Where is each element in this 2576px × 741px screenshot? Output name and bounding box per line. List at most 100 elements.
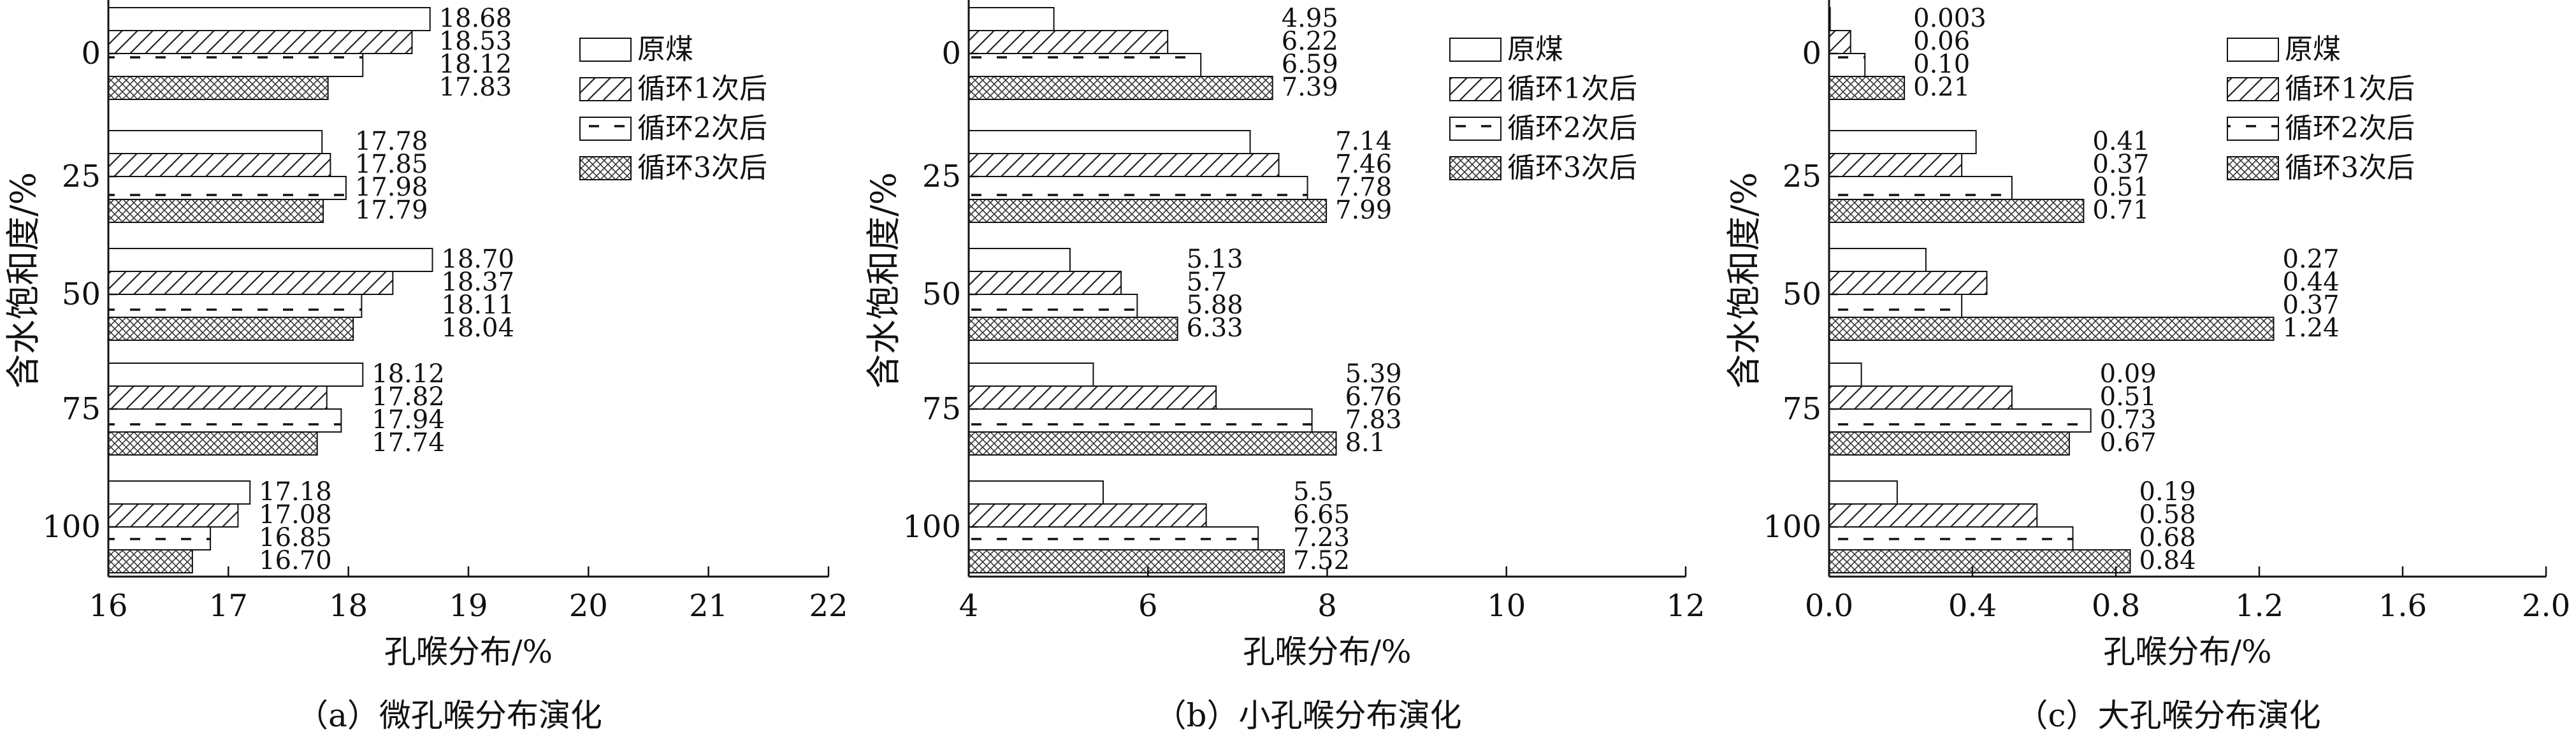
bar-3-c1-s2 [1828, 176, 2013, 200]
data-label-2-c1-s2: 7.78 [1335, 173, 1392, 202]
legend-swatch-3-0 [2227, 38, 2279, 62]
y-tick-label-3-1: 25 [1783, 159, 1821, 194]
data-label-1-c3-s2: 17.94 [372, 405, 445, 435]
bar-3-c3-s0 [1828, 363, 1862, 387]
legend-swatch-2-1 [1449, 77, 1501, 101]
bar-3-c4-s3 [1828, 549, 2131, 573]
data-label-1-c4-s2: 16.85 [259, 523, 332, 552]
x-tick-label-3-2: 0.8 [2092, 588, 2140, 624]
bar-2-c4-s1 [968, 503, 1207, 528]
data-label-2-c4-s1: 6.65 [1293, 500, 1350, 529]
data-label-2-c3-s2: 7.83 [1345, 405, 1402, 435]
bar-3-c2-s3 [1828, 317, 2275, 341]
legend-label-1-3: 循环3次后 [637, 152, 767, 184]
panel-caption-2: （b）小孔喉分布演化 [1154, 697, 1461, 734]
x-tick-label-1-2: 18 [329, 588, 368, 624]
bar-2-c4-s3 [968, 549, 1285, 573]
bar-2-c1-s2 [968, 176, 1308, 200]
y-tick-label-1-2: 50 [62, 277, 101, 312]
bar-1-c2-s3 [108, 317, 354, 341]
data-label-2-c1-s3: 7.99 [1335, 196, 1392, 225]
bar-3-c4-s2 [1828, 526, 2074, 550]
bar-2-c0-s0 [968, 7, 1055, 31]
data-label-3-c4-s1: 0.58 [2139, 500, 2196, 529]
legend-label-2-0: 原煤 [1507, 33, 1563, 66]
bar-2-c3-s2 [968, 408, 1313, 433]
data-label-3-c2-s3: 1.24 [2283, 313, 2340, 343]
data-label-3-c3-s3: 0.67 [2100, 428, 2157, 457]
data-label-3-c1-s3: 0.71 [2092, 196, 2149, 225]
y-tick-label-2-0: 0 [941, 36, 961, 71]
legend-swatch-2-0 [1449, 38, 1501, 62]
bar-1-c1-s1 [108, 153, 331, 177]
data-label-3-c3-s2: 0.73 [2100, 405, 2157, 435]
bar-3-c1-s1 [1828, 153, 1963, 177]
y-tick-label-1-0: 0 [81, 36, 101, 71]
data-label-2-c2-s2: 5.88 [1187, 291, 1243, 320]
y-axis-label-1: 含水饱和度/% [3, 172, 43, 389]
y-tick-label-1-1: 25 [62, 159, 101, 194]
x-tick-label-2-0: 4 [959, 588, 979, 624]
x-tick-label-1-3: 19 [449, 588, 488, 624]
data-label-2-c3-s3: 8.1 [1345, 428, 1386, 457]
legend-label-3-3: 循环3次后 [2285, 152, 2415, 184]
bar-1-c2-s0 [108, 248, 433, 272]
bar-3-c4-s1 [1828, 503, 2038, 528]
data-label-2-c2-s0: 5.13 [1187, 245, 1243, 274]
bar-1-c0-s1 [108, 30, 413, 54]
bar-1-c0-s2 [108, 53, 364, 77]
bar-2-c3-s3 [968, 431, 1337, 456]
bar-1-c3-s1 [108, 385, 328, 410]
data-label-2-c2-s3: 6.33 [1187, 313, 1243, 343]
bar-3-c0-s1 [1828, 30, 1851, 54]
bar-1-c2-s1 [108, 271, 394, 295]
y-tick-label-3-3: 75 [1783, 391, 1821, 427]
bar-1-c4-s1 [108, 503, 239, 528]
bar-3-c0-s2 [1828, 53, 1866, 77]
bar-2-c1-s1 [968, 153, 1280, 177]
bar-2-c2-s3 [968, 317, 1178, 341]
data-label-3-c0-s3: 0.21 [1913, 73, 1970, 102]
bar-1-c4-s3 [108, 549, 193, 573]
bar-3-c2-s0 [1828, 248, 1927, 272]
panel-caption-1: （a）微孔喉分布演化 [296, 697, 602, 734]
bar-3-c3-s3 [1828, 431, 2070, 456]
chart-panel-2: 4.956.226.597.3907.147.467.787.99255.135… [864, 0, 1705, 734]
bar-1-c1-s0 [108, 130, 323, 154]
data-label-1-c2-s2: 18.11 [442, 291, 515, 320]
y-tick-label-2-1: 25 [922, 159, 961, 194]
legend-swatch-1-2 [579, 117, 632, 141]
data-label-3-c1-s0: 0.41 [2092, 127, 2149, 156]
data-label-2-c0-s3: 7.39 [1282, 73, 1338, 102]
data-label-3-c0-s1: 0.06 [1913, 27, 1970, 56]
data-label-3-c2-s0: 0.27 [2283, 245, 2340, 274]
x-tick-label-1-1: 17 [209, 588, 248, 624]
legend-swatch-3-2 [2227, 117, 2279, 141]
chart-panel-1: 18.6818.5318.1217.83017.7817.8517.9817.7… [3, 0, 848, 734]
data-label-1-c3-s1: 17.82 [372, 382, 445, 412]
chart-panel-3: 0.0030.060.100.2100.410.370.510.71250.27… [1724, 0, 2570, 734]
x-tick-label-2-2: 8 [1317, 588, 1337, 624]
y-tick-label-2-2: 50 [922, 277, 961, 312]
data-label-1-c2-s1: 18.37 [442, 268, 515, 297]
x-tick-label-1-5: 21 [689, 588, 728, 624]
bar-3-c0-s3 [1828, 76, 1906, 100]
data-label-2-c0-s0: 4.95 [1282, 4, 1338, 33]
x-axis-label-2: 孔喉分布/% [1243, 633, 1411, 670]
y-tick-label-3-2: 50 [1783, 277, 1821, 312]
legend-swatch-2-3 [1449, 156, 1501, 180]
y-tick-label-3-4: 100 [1763, 509, 1821, 545]
data-label-1-c1-s2: 17.98 [355, 173, 428, 202]
legend-label-3-1: 循环1次后 [2285, 73, 2415, 105]
bar-1-c0-s3 [108, 76, 329, 100]
data-label-1-c0-s3: 17.83 [439, 73, 512, 102]
bar-3-c3-s1 [1828, 385, 2013, 410]
data-label-1-c3-s0: 18.12 [372, 359, 445, 389]
data-label-2-c1-s1: 7.46 [1335, 150, 1392, 179]
y-axis-label-2: 含水饱和度/% [864, 172, 904, 389]
data-label-2-c2-s1: 5.7 [1187, 268, 1227, 297]
bar-2-c4-s2 [968, 526, 1259, 550]
bar-2-c2-s1 [968, 271, 1122, 295]
data-label-3-c1-s2: 0.51 [2092, 173, 2149, 202]
